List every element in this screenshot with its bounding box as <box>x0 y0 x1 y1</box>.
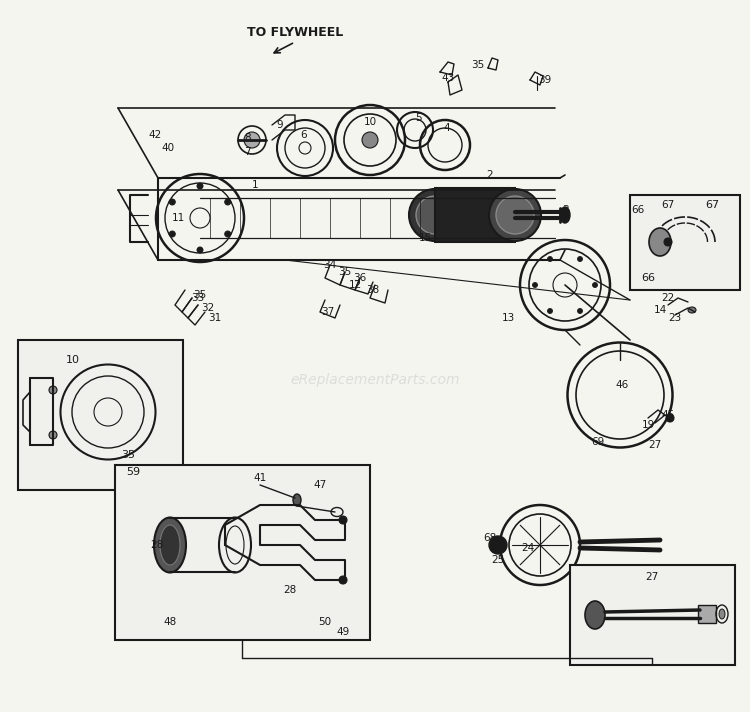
Text: 41: 41 <box>254 473 267 483</box>
Text: 13: 13 <box>501 313 515 323</box>
Bar <box>630 195 740 290</box>
Ellipse shape <box>496 196 534 234</box>
Text: 12: 12 <box>348 280 361 290</box>
Text: 46: 46 <box>615 380 628 390</box>
Ellipse shape <box>664 238 672 246</box>
Text: 24: 24 <box>521 543 535 553</box>
Bar <box>435 188 515 242</box>
Text: 22: 22 <box>662 293 675 303</box>
Text: 10: 10 <box>66 355 80 365</box>
Text: 1: 1 <box>252 180 258 190</box>
Ellipse shape <box>197 247 203 253</box>
Text: 11: 11 <box>171 213 184 223</box>
Text: 39: 39 <box>538 75 551 85</box>
Ellipse shape <box>197 183 203 189</box>
Text: 33: 33 <box>191 293 205 303</box>
Text: 5: 5 <box>415 113 422 123</box>
Ellipse shape <box>489 536 507 554</box>
Text: 28: 28 <box>284 585 296 595</box>
Text: eReplacementParts.com: eReplacementParts.com <box>290 373 460 387</box>
Text: 68: 68 <box>483 533 496 543</box>
Text: 10: 10 <box>364 117 376 127</box>
Text: 43: 43 <box>441 73 454 83</box>
Text: 6: 6 <box>301 130 307 140</box>
Ellipse shape <box>49 431 57 439</box>
Text: 3: 3 <box>562 205 568 215</box>
Text: 14: 14 <box>653 305 667 315</box>
Text: 32: 32 <box>201 303 214 313</box>
Ellipse shape <box>688 307 696 313</box>
Text: 19: 19 <box>641 420 655 430</box>
Ellipse shape <box>578 308 583 313</box>
Text: 31: 31 <box>209 313 222 323</box>
Text: 35: 35 <box>194 290 206 300</box>
Ellipse shape <box>225 199 231 205</box>
Text: 7: 7 <box>244 147 250 157</box>
Text: 67: 67 <box>662 200 675 210</box>
Ellipse shape <box>170 199 176 205</box>
Text: 66: 66 <box>632 205 644 215</box>
Ellipse shape <box>416 196 454 234</box>
Ellipse shape <box>649 228 671 256</box>
Bar <box>18 340 183 490</box>
Text: 8: 8 <box>244 133 251 143</box>
Text: 4: 4 <box>444 123 450 133</box>
Text: 40: 40 <box>161 143 175 153</box>
Ellipse shape <box>719 609 725 619</box>
Text: TO FLYWHEEL: TO FLYWHEEL <box>247 26 343 38</box>
Ellipse shape <box>592 283 598 288</box>
Bar <box>570 565 735 665</box>
Ellipse shape <box>244 132 260 148</box>
Ellipse shape <box>489 189 541 241</box>
Text: 47: 47 <box>314 480 327 490</box>
Text: 38: 38 <box>366 285 380 295</box>
Ellipse shape <box>548 308 553 313</box>
Text: 35: 35 <box>121 450 135 460</box>
Ellipse shape <box>160 525 180 565</box>
Text: 27: 27 <box>648 440 662 450</box>
Ellipse shape <box>170 231 176 237</box>
Text: 2: 2 <box>487 170 494 180</box>
Text: 25: 25 <box>491 555 505 565</box>
Text: 59: 59 <box>126 467 140 477</box>
Text: 35: 35 <box>471 60 484 70</box>
Text: 27: 27 <box>645 572 658 582</box>
Ellipse shape <box>585 601 605 629</box>
Ellipse shape <box>578 256 583 261</box>
Ellipse shape <box>293 494 301 506</box>
Text: 37: 37 <box>321 307 334 317</box>
Ellipse shape <box>548 256 553 261</box>
Ellipse shape <box>49 386 57 394</box>
Text: 23: 23 <box>668 313 682 323</box>
Text: 45: 45 <box>662 410 675 420</box>
Text: 67: 67 <box>705 200 719 210</box>
Ellipse shape <box>339 576 347 584</box>
Text: 15: 15 <box>419 233 432 243</box>
Ellipse shape <box>560 207 570 223</box>
Ellipse shape <box>409 189 461 241</box>
Text: 66: 66 <box>641 273 655 283</box>
Text: 9: 9 <box>277 120 284 130</box>
Ellipse shape <box>362 132 378 148</box>
Ellipse shape <box>532 283 538 288</box>
Ellipse shape <box>225 231 231 237</box>
Ellipse shape <box>666 414 674 422</box>
Text: 36: 36 <box>353 273 367 283</box>
Text: 50: 50 <box>319 617 332 627</box>
Text: 28: 28 <box>150 540 164 550</box>
Ellipse shape <box>154 518 186 572</box>
Text: 48: 48 <box>164 617 177 627</box>
Text: 42: 42 <box>148 130 162 140</box>
Bar <box>698 605 716 623</box>
Text: 69: 69 <box>591 437 604 447</box>
Text: 35: 35 <box>338 267 352 277</box>
Text: 49: 49 <box>336 627 350 637</box>
Text: 34: 34 <box>323 260 337 270</box>
Ellipse shape <box>339 516 347 524</box>
Bar <box>115 465 370 640</box>
